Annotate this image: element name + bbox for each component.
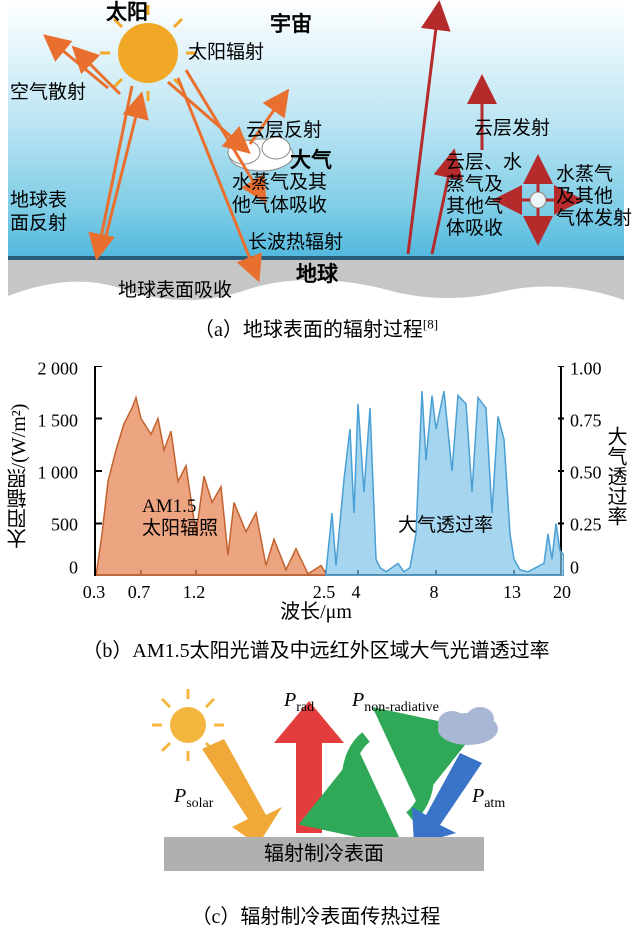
p-nonrad-sub: non-radiative <box>364 700 439 715</box>
x-tick-5: 8 <box>430 582 439 603</box>
series1-label: AM1.5 太阳辐照 <box>142 496 218 540</box>
p-atm-label: Patm <box>472 785 505 812</box>
y-left-label: 太阳辐照/(W/m²) <box>4 404 33 549</box>
label-solar-radiation: 太阳辐射 <box>188 42 264 65</box>
x-tick-6: 13 <box>503 582 521 603</box>
p-nonrad-label: Pnon-radiative <box>352 689 439 716</box>
caption-a: （a）地球表面的辐射过程[8] <box>0 313 632 342</box>
figure-b: 太阳辐照/(W/m²) 大气透过率 AM1.5 太阳辐照 大气透过率 0 500… <box>0 356 632 626</box>
yl-tick-0: 0 <box>69 558 78 579</box>
p-solar-sym: P <box>174 785 186 807</box>
yr-tick-0: 0 <box>570 558 579 579</box>
x-tick-0: 0.3 <box>83 582 106 603</box>
p-solar-sub: solar <box>186 796 213 811</box>
label-air-scattering: 空气散射 <box>10 82 86 105</box>
label-sun: 太阳 <box>106 0 148 25</box>
p-rad-sub: rad <box>296 700 314 715</box>
p-atm-sub: atm <box>484 796 505 811</box>
x-tick-1: 0.7 <box>128 582 151 603</box>
label-water-vapor-absorb: 水蒸气及其 他气体吸收 <box>232 172 327 218</box>
p-atm-sym: P <box>472 785 484 807</box>
caption-a-sup: [8] <box>423 316 438 331</box>
label-longwave: 长波热辐射 <box>248 232 343 255</box>
label-surface-absorb: 地球表面吸收 <box>118 280 232 303</box>
x-tick-7: 20 <box>553 582 571 603</box>
x-tick-2: 1.2 <box>183 582 206 603</box>
solar-arrow-icon <box>202 739 282 845</box>
label-earth: 地球 <box>296 262 338 287</box>
rad-arrow-icon <box>274 701 344 833</box>
yr-tick-2: 0.50 <box>570 463 602 484</box>
x-tick-4: 4 <box>352 582 361 603</box>
yr-tick-4: 1.00 <box>570 359 602 380</box>
plot-area: AM1.5 太阳辐照 大气透过率 <box>94 366 562 576</box>
yl-tick-3: 1 500 <box>38 411 79 432</box>
p-solar-label: Psolar <box>174 785 213 812</box>
p-nonrad-sym: P <box>352 689 364 711</box>
figure-a: 太阳 宇宙 太阳辐射 空气散射 云层反射 大气 水蒸气及其 他气体吸收 地球表 … <box>0 0 632 305</box>
cloud-c-icon <box>438 707 498 745</box>
yr-tick-1: 0.25 <box>570 515 602 536</box>
particle-icon <box>530 192 546 208</box>
caption-b: （b）AM1.5太阳光谱及中远红外区域大气光谱透过率 <box>0 634 632 663</box>
yr-tick-3: 0.75 <box>570 411 602 432</box>
label-surface-reflection: 地球表 面反射 <box>10 190 67 236</box>
x-label: 波长/μm <box>280 595 352 624</box>
label-water-vapor-emit: 水蒸气 及其他 气体发射 <box>556 164 632 230</box>
radiative-surface: 辐射制冷表面 <box>164 837 484 871</box>
label-cloud-water-absorb: 云层、水 蒸气及 其他气 体吸收 <box>446 152 522 239</box>
p-rad-label: Prad <box>284 689 314 716</box>
figure-c: Psolar Prad Pnon-radiative Patm 辐射制冷表面 <box>0 677 632 892</box>
label-cloud-emission: 云层发射 <box>474 118 550 141</box>
yl-tick-2: 1 000 <box>38 463 79 484</box>
series2-label: 大气透过率 <box>398 510 493 537</box>
caption-a-text: （a）地球表面的辐射过程 <box>194 319 423 341</box>
yl-tick-4: 2 000 <box>38 359 79 380</box>
p-rad-sym: P <box>284 689 296 711</box>
label-universe: 宇宙 <box>270 12 312 37</box>
yl-tick-1: 500 <box>51 515 78 536</box>
y-right-label: 大气透过率 <box>601 426 630 526</box>
plot-svg <box>96 366 564 576</box>
label-cloud-reflection: 云层反射 <box>246 120 322 143</box>
label-atmosphere: 大气 <box>290 148 332 173</box>
cycle-arrow-icon <box>348 737 428 817</box>
